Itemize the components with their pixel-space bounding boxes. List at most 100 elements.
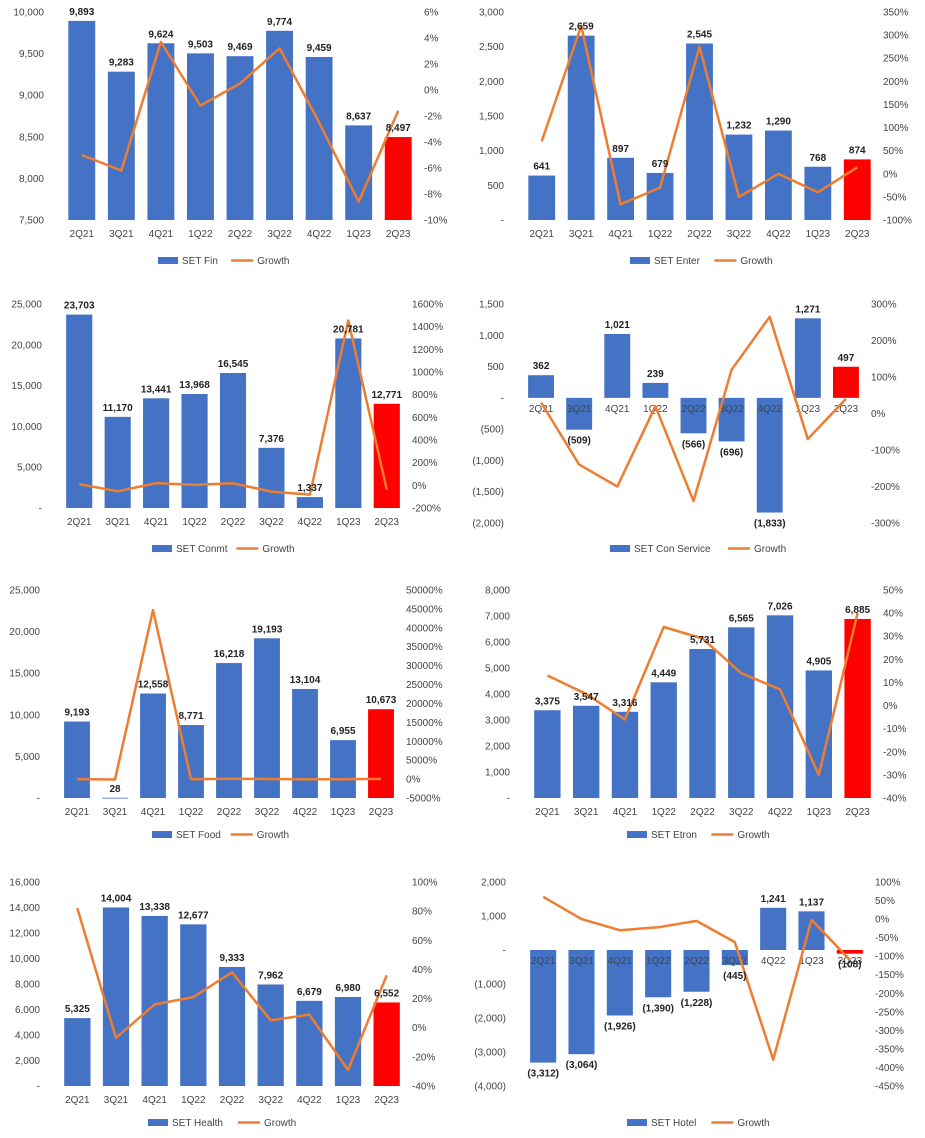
y-tick-label: 6,000 (15, 1005, 40, 1016)
y-tick-label: - (503, 946, 506, 957)
y-tick-label: (500) (481, 425, 504, 436)
x-tick-label: 2Q23 (369, 807, 394, 818)
data-label: (696) (720, 447, 743, 458)
x-tick-label: 2Q21 (67, 517, 92, 528)
growth-line (546, 612, 859, 777)
x-tick-label: 2Q22 (217, 807, 242, 818)
y-tick-label: - (39, 504, 42, 515)
y2-tick-label: -300% (875, 1026, 904, 1037)
x-tick-label: 4Q21 (605, 404, 630, 415)
y2-tick-label: -50% (883, 192, 906, 203)
data-label: 1,021 (605, 320, 630, 331)
y2-tick-label: 80% (412, 907, 432, 918)
bar (143, 398, 170, 508)
x-tick-label: 2Q21 (535, 807, 560, 818)
y2-tick-label: 20% (883, 655, 903, 666)
y2-tick-label: -450% (875, 1082, 904, 1093)
y2-tick-label: -200% (871, 482, 900, 493)
bar (305, 57, 333, 220)
bar (572, 705, 600, 798)
y-tick-label: 10,000 (13, 8, 44, 19)
bar (568, 950, 595, 1055)
x-tick-label: 3Q21 (109, 229, 134, 240)
y-tick-label: (2,000) (474, 1014, 506, 1025)
chart-panel-3: - 5,000 10,000 15,000 20,000 25,000 -200% 0% 200… (11, 300, 443, 556)
bar (794, 318, 821, 398)
data-label: 12,558 (138, 680, 169, 691)
y-tick-label: 2,000 (15, 1056, 40, 1067)
bar (642, 382, 669, 398)
y-tick-label: - (37, 794, 40, 805)
bar (292, 688, 318, 798)
y-tick-label: 14,000 (9, 903, 40, 914)
x-tick-label: 1Q22 (651, 807, 676, 818)
legend-bar-swatch (627, 1119, 647, 1126)
y-tick-label: 1,000 (481, 912, 506, 923)
y2-tick-label: 0% (871, 409, 886, 420)
x-tick-label: 4Q21 (608, 229, 633, 240)
data-label: (1,926) (604, 1021, 636, 1032)
x-tick-label: 4Q22 (768, 807, 793, 818)
data-label: 4,449 (651, 668, 676, 679)
growth-line (76, 608, 382, 781)
y2-tick-label: 60% (412, 936, 432, 947)
y-tick-label: 7,000 (485, 612, 510, 623)
y2-tick-label: -40% (412, 1082, 435, 1093)
y2-tick-label: 45000% (406, 604, 443, 615)
data-label: (566) (682, 439, 705, 450)
y-tick-label: 15,000 (11, 381, 42, 392)
data-label: 10,673 (366, 695, 397, 706)
growth-line (76, 907, 388, 1072)
bar (258, 447, 285, 508)
bar (334, 997, 362, 1086)
legend-line-label: Growth (754, 544, 786, 555)
x-tick-label: 4Q22 (757, 404, 782, 415)
y-tick-label: 3,000 (479, 8, 504, 19)
bar (345, 125, 373, 220)
bar (335, 338, 362, 508)
bar (219, 372, 247, 508)
data-label: 11,170 (103, 403, 133, 414)
x-tick-label: 4Q21 (149, 229, 174, 240)
y2-tick-label: 10000% (406, 737, 443, 748)
x-tick-label: 1Q23 (806, 229, 831, 240)
data-label: 12,771 (371, 390, 402, 401)
y-tick-label: 5,000 (15, 752, 40, 763)
y-tick-label: 4,000 (15, 1031, 40, 1042)
x-tick-label: 3Q22 (719, 404, 744, 415)
data-label: 1,232 (726, 121, 751, 132)
bar (254, 638, 280, 798)
y-tick-label: 6,000 (485, 638, 510, 649)
bar (373, 1002, 400, 1086)
data-label: (3,064) (566, 1060, 598, 1071)
x-tick-label: 1Q22 (181, 1095, 206, 1106)
legend-line-label: Growth (264, 1118, 296, 1129)
y-tick-label: 1,000 (485, 768, 510, 779)
y2-tick-label: -40% (883, 794, 906, 805)
data-label: (445) (723, 971, 746, 982)
legend-bar-swatch (148, 1119, 168, 1126)
data-label: (1,833) (754, 519, 786, 530)
y-tick-label: (1,000) (474, 980, 506, 991)
x-tick-label: 1Q22 (188, 229, 213, 240)
data-label: 1,271 (795, 304, 820, 315)
y2-tick-label: -8% (424, 190, 442, 201)
data-label: 768 (809, 153, 826, 164)
data-label: 8,771 (178, 711, 203, 722)
y2-tick-label: -10% (424, 216, 447, 227)
x-tick-label: 2Q21 (531, 956, 556, 967)
data-label: 679 (652, 159, 669, 170)
legend-bar-swatch (152, 831, 172, 838)
y2-tick-label: 350% (883, 8, 909, 19)
data-label: 6,565 (729, 613, 754, 624)
bar (107, 71, 135, 220)
y2-tick-label: -2% (424, 112, 442, 123)
y-tick-label: 3,000 (485, 716, 510, 727)
y-tick-label: 20,000 (11, 340, 42, 351)
data-label: 7,962 (258, 970, 283, 981)
bar (140, 693, 166, 798)
x-tick-label: 4Q21 (141, 807, 166, 818)
data-label: 9,624 (148, 29, 173, 40)
y2-tick-label: -100% (883, 216, 912, 227)
